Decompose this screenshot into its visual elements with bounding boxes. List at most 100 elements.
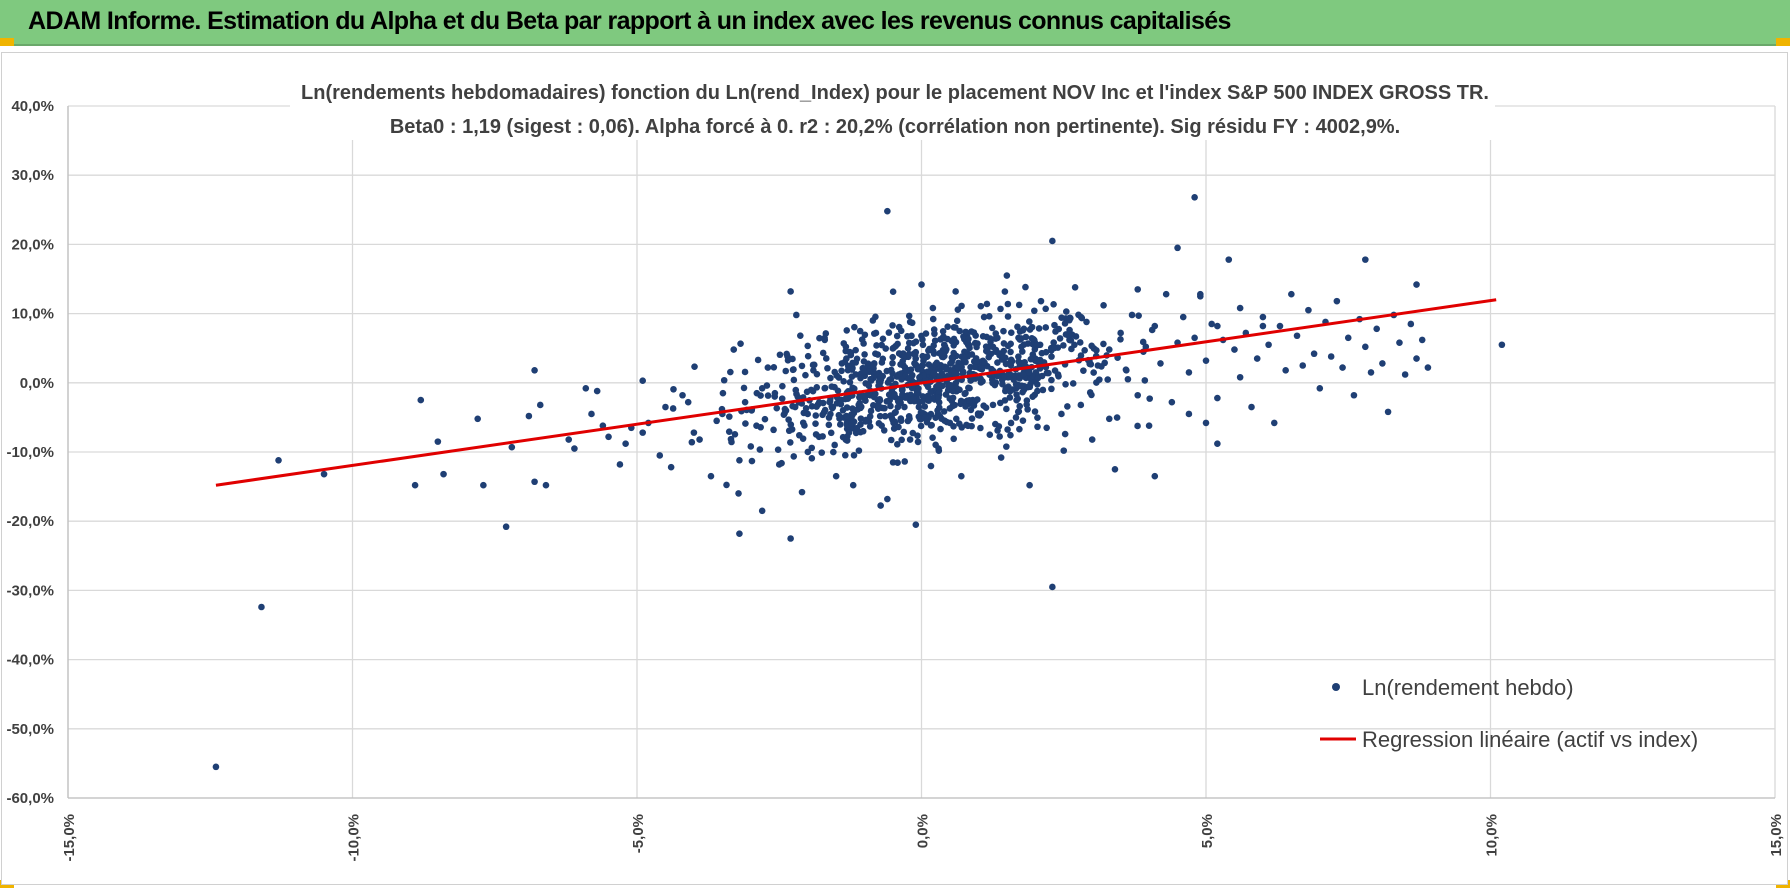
scatter-point xyxy=(1105,415,1113,423)
scatter-point xyxy=(961,355,968,363)
scatter-point xyxy=(1025,369,1033,376)
scatter-point xyxy=(764,364,772,371)
scatter-point xyxy=(1015,408,1023,415)
scatter-point xyxy=(843,437,851,444)
scatter-point xyxy=(994,372,1001,380)
scatter-point xyxy=(1373,325,1380,333)
scatter-point xyxy=(1157,360,1164,367)
scatter-point xyxy=(1288,290,1295,298)
scatter-point xyxy=(696,436,703,443)
scatter-point xyxy=(1055,325,1063,333)
scatter-point xyxy=(826,398,833,406)
scatter-point xyxy=(881,412,889,420)
scatter-point xyxy=(1061,430,1069,438)
scatter-point xyxy=(1379,360,1386,367)
scatter-point xyxy=(778,395,786,402)
scatter-point xyxy=(1056,335,1064,342)
scatter-point xyxy=(667,463,675,471)
scatter-point xyxy=(942,366,950,373)
scatter-point xyxy=(865,382,873,390)
scatter-point xyxy=(978,365,986,372)
scatter-point xyxy=(869,402,877,409)
scatter-point xyxy=(935,394,942,401)
scatter-point xyxy=(1002,360,1010,368)
scatter-point xyxy=(821,334,828,342)
scatter-point xyxy=(1191,334,1198,342)
scatter-point xyxy=(1023,401,1030,409)
scatter-point xyxy=(1051,344,1058,352)
scatter-point xyxy=(843,355,850,362)
scatter-point xyxy=(1015,301,1023,309)
scatter-point xyxy=(949,394,957,402)
scatter-point xyxy=(679,391,686,399)
scatter-point xyxy=(320,470,328,478)
y-tick-label: -10,0% xyxy=(6,444,54,461)
scatter-point xyxy=(1055,372,1062,380)
scatter-point xyxy=(890,344,898,351)
scatter-point xyxy=(1049,237,1056,245)
scatter-point xyxy=(1236,304,1244,312)
scatter-point xyxy=(1071,341,1078,349)
scatter-point xyxy=(774,446,782,453)
scatter-point xyxy=(748,457,756,465)
y-tick-label: -40,0% xyxy=(6,652,54,669)
scatter-point xyxy=(761,415,769,423)
scatter-point xyxy=(1225,256,1233,263)
scatter-point xyxy=(974,340,981,347)
scatter-point xyxy=(275,457,282,464)
corner-marker xyxy=(1776,38,1790,46)
scatter-point xyxy=(787,288,794,295)
scatter-point xyxy=(952,288,959,295)
scatter-point xyxy=(582,385,590,392)
scatter-point xyxy=(1185,369,1193,376)
scatter-point xyxy=(1019,371,1027,378)
scatter-point xyxy=(639,377,646,385)
scatter-point xyxy=(836,421,844,428)
scatter-point xyxy=(932,414,939,421)
scatter-point xyxy=(1060,342,1067,349)
scatter-point xyxy=(921,403,929,410)
scatter-point xyxy=(1048,376,1055,384)
scatter-point xyxy=(776,351,784,359)
scatter-point xyxy=(885,329,893,336)
scatter-point xyxy=(878,359,886,366)
scatter-point xyxy=(707,472,715,480)
scatter-point xyxy=(821,406,829,414)
scatter-point xyxy=(941,352,948,360)
y-tick-label: 10,0% xyxy=(11,306,54,323)
scatter-point xyxy=(821,384,829,392)
scatter-point xyxy=(889,353,897,361)
x-tick-label: 5,0% xyxy=(1199,814,1216,848)
scatter-point xyxy=(1208,320,1215,328)
scatter-point xyxy=(593,387,601,395)
scatter-point xyxy=(1035,325,1043,332)
scatter-point xyxy=(901,458,909,465)
scatter-point xyxy=(440,470,447,478)
scatter-point xyxy=(1367,369,1375,376)
scatter-point xyxy=(851,323,858,331)
scatter-point xyxy=(893,441,901,448)
scatter-point xyxy=(843,412,850,420)
scatter-point xyxy=(1113,414,1121,421)
scatter-point xyxy=(916,415,924,423)
scatter-point xyxy=(1043,424,1050,432)
scatter-point xyxy=(1100,340,1107,348)
scatter-point xyxy=(779,382,786,390)
scatter-point xyxy=(754,356,762,364)
scatter-point xyxy=(1016,336,1024,343)
scatter-point xyxy=(1077,401,1085,409)
scatter-point xyxy=(988,324,996,332)
scatter-point xyxy=(963,421,970,429)
y-tick-label: 20,0% xyxy=(11,236,54,253)
scatter-point xyxy=(773,404,781,412)
scatter-point xyxy=(1151,472,1159,480)
scatter-point xyxy=(931,337,939,344)
scatter-point xyxy=(690,429,698,436)
scatter-point xyxy=(941,343,949,350)
scatter-point xyxy=(753,389,761,397)
scatter-point xyxy=(1498,341,1506,349)
scatter-point xyxy=(846,378,854,386)
scatter-point xyxy=(1362,256,1369,263)
scatter-point xyxy=(850,451,858,459)
scatter-point xyxy=(934,407,941,414)
